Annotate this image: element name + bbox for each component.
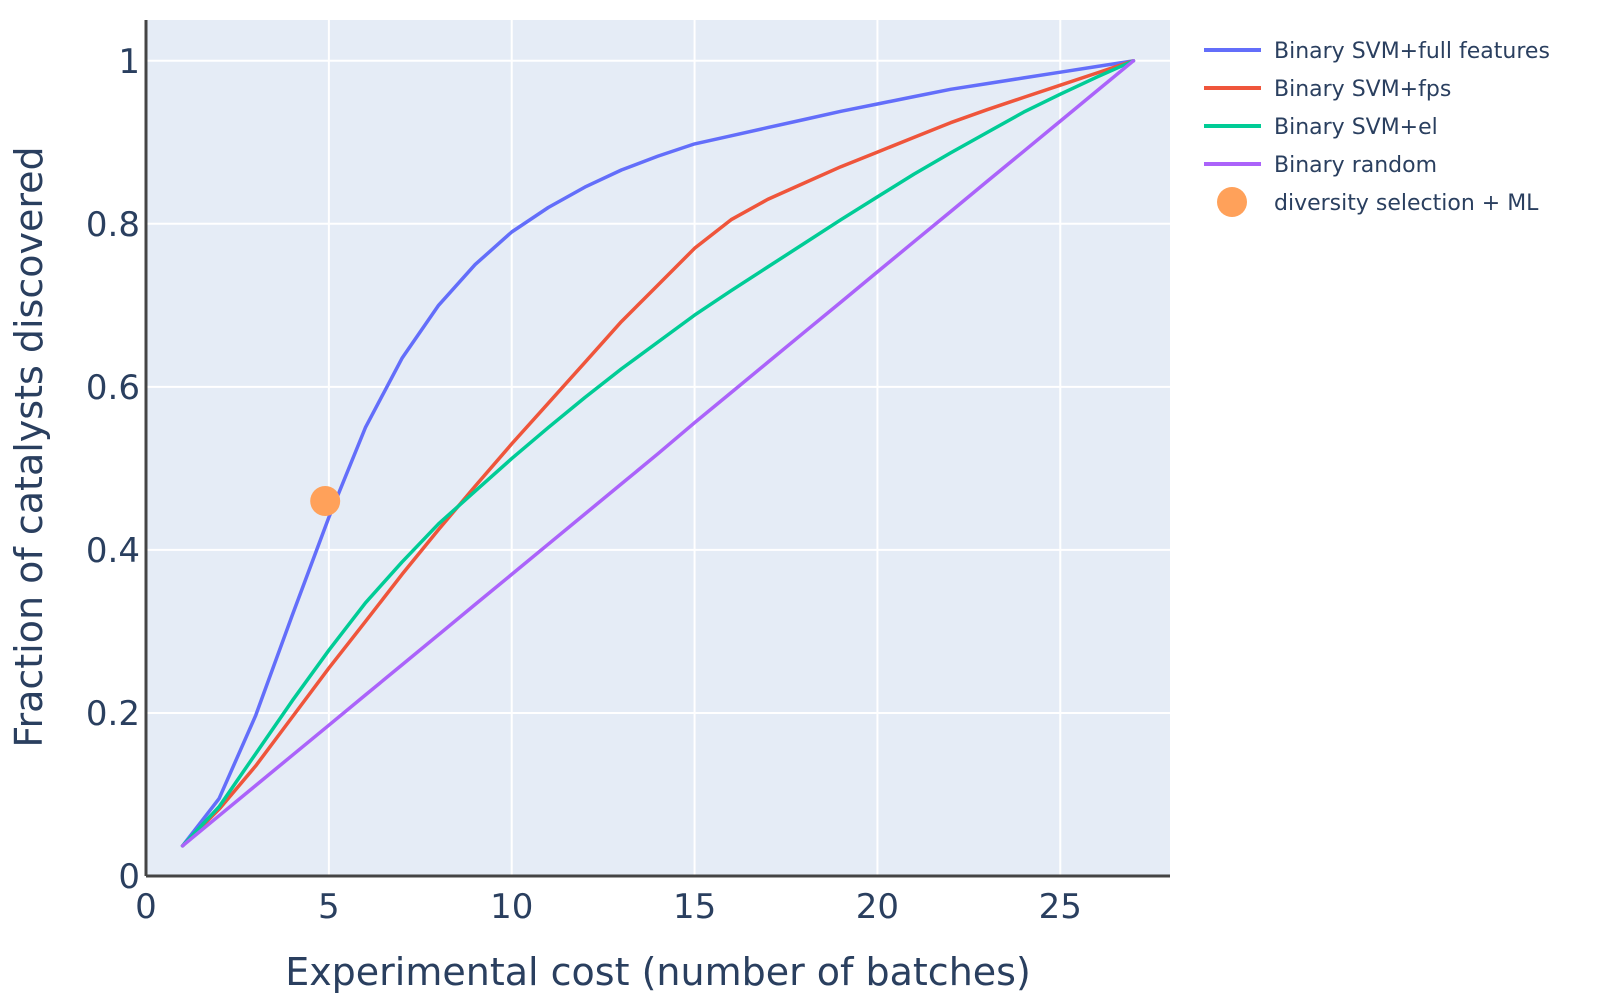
x-tick-label: 0 (135, 887, 157, 927)
legend-item[interactable]: diversity selection + ML (1217, 187, 1539, 217)
y-tick-label: 0.6 (86, 368, 140, 408)
legend[interactable]: Binary SVM+full features Binary SVM+fps Bi… (1204, 39, 1550, 217)
legend-label: diversity selection + ML (1274, 191, 1539, 216)
legend-label: Binary SVM+full features (1274, 39, 1550, 64)
y-tick-label: 0.8 (86, 205, 140, 245)
legend-item[interactable]: Binary random (1204, 153, 1437, 178)
data-point[interactable] (310, 485, 341, 516)
y-tick-label: 1 (118, 42, 140, 82)
y-axis-title: Fraction of catalysts discovered (7, 146, 51, 747)
series-line[interactable] (180, 59, 1136, 848)
x-tick-label: 10 (490, 887, 533, 927)
y-tick-label: 0.2 (86, 694, 140, 734)
x-axis-title: Experimental cost (number of batches) (285, 950, 1031, 994)
x-tick-label: 15 (673, 887, 716, 927)
series-layer (180, 59, 1136, 848)
legend-item[interactable]: Binary SVM+el (1204, 115, 1438, 140)
legend-swatch (1217, 187, 1247, 217)
x-tick-labels: 0 5 10 15 20 25 (135, 887, 1082, 927)
legend-label: Binary random (1274, 153, 1437, 178)
series-line[interactable] (180, 59, 1136, 848)
series-line[interactable] (180, 59, 1136, 848)
plot-background (146, 20, 1170, 875)
y-tick-label: 0.4 (86, 531, 140, 571)
legend-label: Binary SVM+fps (1274, 77, 1451, 102)
y-tick-labels: 0 0.2 0.4 0.6 0.8 1 (86, 42, 140, 897)
legend-item[interactable]: Binary SVM+full features (1204, 39, 1550, 64)
x-tick-label: 20 (856, 887, 899, 927)
x-tick-label: 25 (1039, 887, 1082, 927)
series-line[interactable] (180, 59, 1136, 848)
legend-label: Binary SVM+el (1274, 115, 1438, 140)
x-tick-label: 5 (318, 887, 340, 927)
legend-item[interactable]: Binary SVM+fps (1204, 77, 1451, 102)
y-tick-label: 0 (118, 857, 140, 897)
